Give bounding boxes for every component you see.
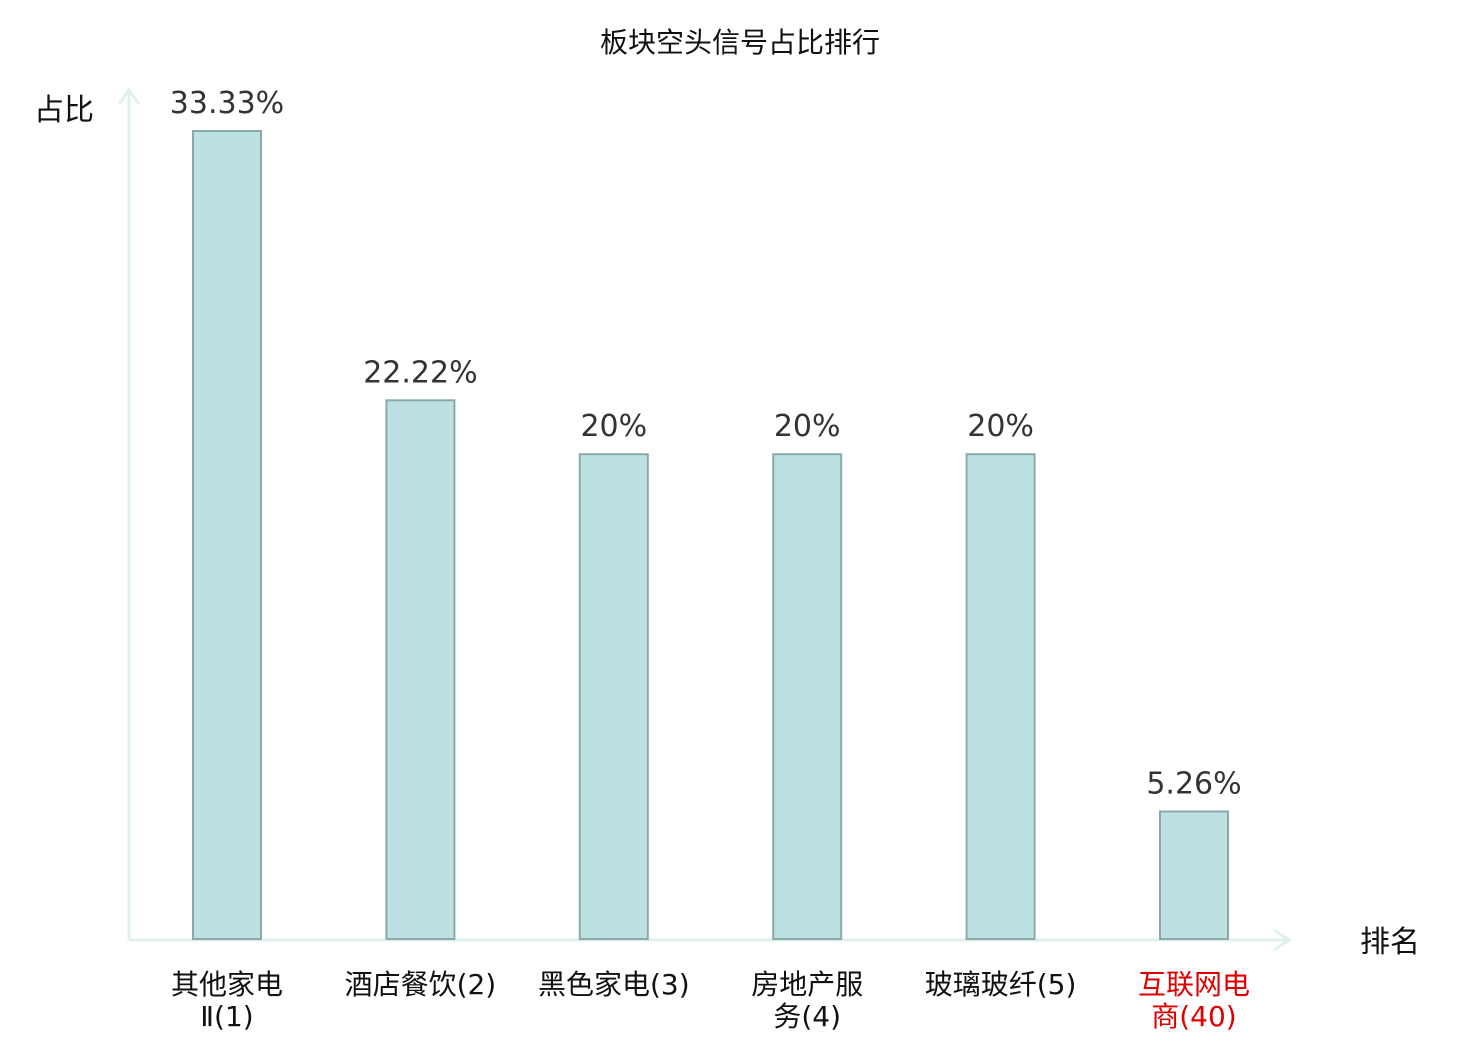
bar (578, 453, 649, 940)
x-tick-label: 黑色家电(3) (538, 968, 690, 1001)
axes (117, 87, 1292, 952)
bar (1159, 810, 1229, 940)
y-axis-arrow-icon (117, 87, 141, 105)
bar-value-label: 20% (580, 409, 647, 444)
bar (772, 453, 843, 940)
x-tick-label: 其他家电 (171, 968, 283, 1001)
x-axis-label: 排名 (1360, 925, 1420, 960)
bar (385, 399, 456, 940)
x-tick-label: 商(40) (1151, 1000, 1236, 1033)
bar (192, 130, 262, 940)
bar-value-label: 33.33% (170, 86, 284, 121)
x-axis-arrow-icon (1273, 928, 1292, 952)
x-tick-label: 玻璃玻纤(5) (925, 968, 1077, 1001)
bar-value-label: 22.22% (363, 355, 477, 390)
bars-group (192, 130, 1229, 940)
y-axis-label: 占比 (34, 93, 94, 128)
x-tick-label: 酒店餐饮(2) (345, 968, 497, 1001)
x-tick-label: 房地产服 (751, 968, 863, 1001)
bar-value-label: 20% (774, 409, 841, 444)
x-tick-label: 务(4) (773, 1000, 841, 1033)
bar-value-label: 20% (967, 409, 1034, 444)
x-tick-label: 互联网电 (1138, 968, 1250, 1001)
bar (965, 453, 1036, 940)
chart-title: 板块空头信号占比排行 (600, 26, 880, 59)
x-tick-label: Ⅱ(1) (200, 1000, 253, 1033)
value-labels-group: 33.33% 22.22% 20% 20% 20% 5.26% (170, 86, 1242, 802)
bar-value-label: 5.26% (1146, 767, 1241, 802)
